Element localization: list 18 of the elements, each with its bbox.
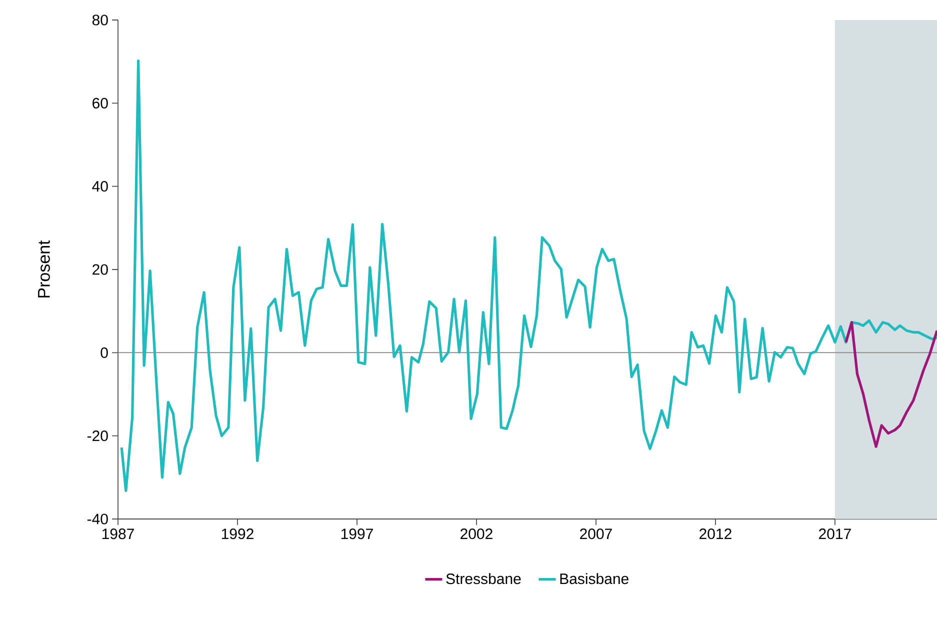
y-tick-label: 20 bbox=[92, 264, 108, 275]
line-series bbox=[120, 59, 937, 492]
y-tick-label: 80 bbox=[92, 14, 108, 26]
legend-label: Basisbane bbox=[560, 573, 628, 584]
y-tick-label: -40 bbox=[87, 514, 108, 524]
x-tick-label: 2007 bbox=[580, 528, 612, 540]
y-tick-label: 60 bbox=[92, 98, 108, 108]
x-tick-label: 2002 bbox=[460, 528, 492, 540]
y-tick-label: 0 bbox=[100, 347, 108, 358]
legend-label: Stressbane bbox=[446, 573, 521, 584]
x-tick-label: 2012 bbox=[700, 528, 732, 540]
x-tick-label: 1987 bbox=[102, 528, 134, 540]
x-tick-label: 1997 bbox=[341, 528, 373, 540]
x-tick-label: 2017 bbox=[819, 528, 851, 540]
y-tick-label: -20 bbox=[87, 430, 108, 442]
x-tick-label: 1992 bbox=[222, 528, 254, 540]
y-axis-title: Prosent bbox=[38, 240, 50, 298]
y-tick-label: 40 bbox=[92, 181, 108, 192]
